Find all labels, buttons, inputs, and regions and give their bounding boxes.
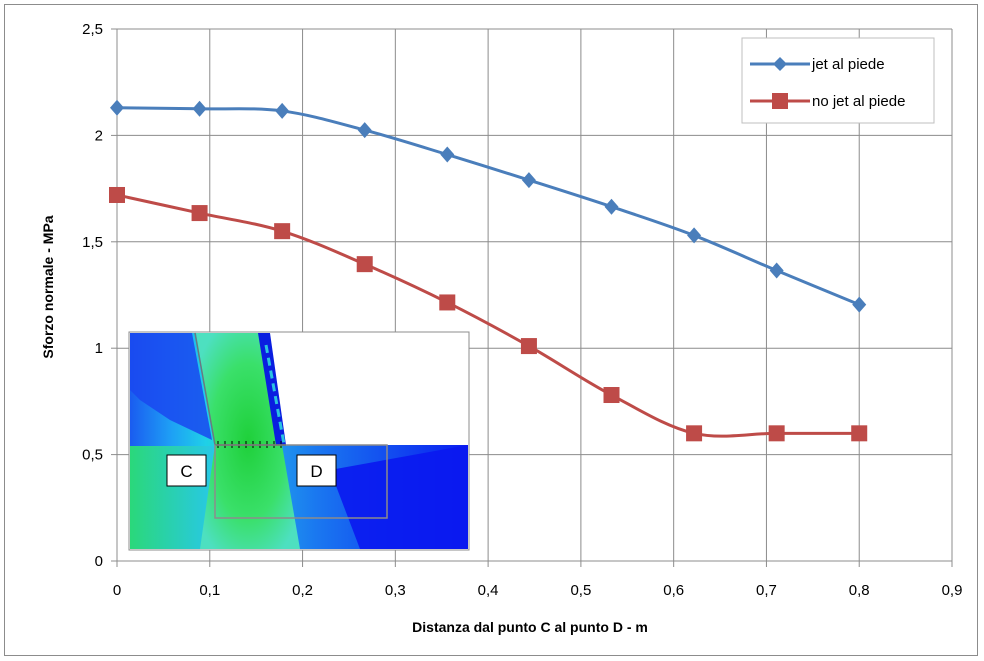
data-point-jet xyxy=(769,262,784,279)
legend-marker-jet xyxy=(773,57,787,71)
legend-label-nojet: no jet al piede xyxy=(812,93,905,110)
inset-contour-image: C D xyxy=(128,331,470,551)
data-point-nojet xyxy=(274,223,291,240)
data-point-nojet xyxy=(109,186,125,203)
x-tick-label: 0,3 xyxy=(385,582,406,599)
data-point-jet xyxy=(357,122,372,139)
data-point-nojet xyxy=(439,294,456,311)
y-tick-label: 1 xyxy=(95,340,103,357)
data-point-jet xyxy=(440,146,455,163)
series-group xyxy=(109,99,868,442)
inset-d-label: D xyxy=(310,462,322,481)
y-tick-label: 2 xyxy=(95,127,103,144)
data-point-jet xyxy=(852,296,867,313)
inset-dark-block xyxy=(130,333,212,440)
y-tick-label: 1,5 xyxy=(82,234,103,251)
inset-lower-right-blue xyxy=(330,445,468,549)
data-point-jet xyxy=(275,102,290,119)
data-point-nojet xyxy=(851,425,868,442)
inset-slope-line xyxy=(194,332,216,446)
x-tick-label: 0,2 xyxy=(292,582,313,599)
legend-box xyxy=(741,37,935,124)
data-point-jet xyxy=(687,227,702,244)
data-point-jet xyxy=(192,100,207,117)
x-tick-label: 0 xyxy=(113,582,121,599)
series-line-nojet xyxy=(116,193,860,438)
data-point-nojet xyxy=(603,387,620,404)
inset-grey-frame xyxy=(214,444,388,519)
legend-label-jet: jet al piede xyxy=(811,56,885,73)
inset-d-box xyxy=(296,454,337,487)
x-axis-title: Distanza dal punto C al punto D - m xyxy=(412,619,648,635)
x-tick-label: 0,6 xyxy=(663,582,684,599)
y-tick-label: 2,5 xyxy=(82,21,103,38)
data-point-nojet xyxy=(191,205,208,222)
inset-c-box xyxy=(166,454,207,487)
series-line-jet xyxy=(116,106,860,306)
data-point-nojet xyxy=(356,256,373,273)
data-point-jet xyxy=(521,172,536,189)
x-tick-label: 0,7 xyxy=(756,582,777,599)
inset-slope-stripe xyxy=(258,333,286,445)
x-tick-label: 0,5 xyxy=(570,582,591,599)
inset-c-label: C xyxy=(180,462,192,481)
legend: jet al piede no jet al piede xyxy=(741,37,935,124)
y-tick-label: 0 xyxy=(95,553,103,570)
data-point-nojet xyxy=(768,425,785,442)
x-tick-label: 0,9 xyxy=(942,582,963,599)
y-tick-label: 0,5 xyxy=(82,447,103,464)
x-tick-label: 0,4 xyxy=(478,582,499,599)
legend-marker-nojet xyxy=(772,93,788,109)
data-point-nojet xyxy=(520,338,537,355)
x-tick-label: 0,8 xyxy=(849,582,870,599)
inset-jet-core xyxy=(196,333,300,549)
data-point-jet xyxy=(110,99,124,116)
axes: 0 0,1 0,2 0,3 0,4 0,5 0,6 0,7 0,8 0,9 0 0,5 1 1,5 2 2,5 xyxy=(82,21,962,599)
y-axis-title: Sforzo normale - MPa xyxy=(40,215,56,358)
inset-dashed-line xyxy=(264,344,286,445)
x-tick-label: 0,1 xyxy=(199,582,220,599)
data-point-jet xyxy=(604,198,619,215)
data-point-nojet xyxy=(686,425,703,442)
